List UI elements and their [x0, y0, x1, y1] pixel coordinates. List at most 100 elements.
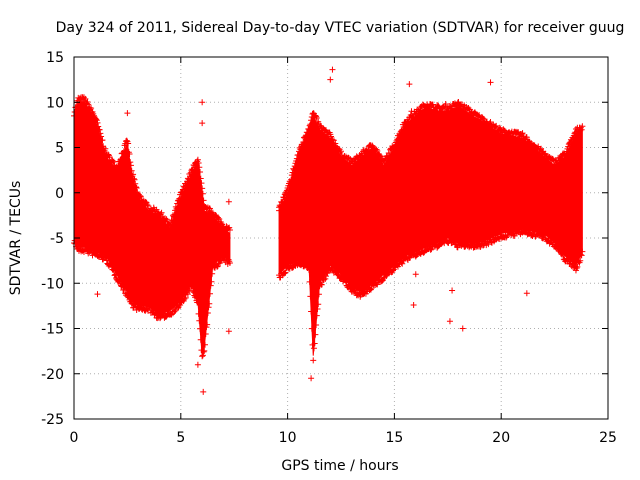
data-point	[214, 263, 221, 270]
data-point	[184, 291, 191, 298]
y-tick-label: -5	[50, 231, 64, 247]
data-point	[303, 132, 310, 139]
data-point	[112, 271, 119, 278]
data-point	[311, 340, 318, 347]
data-point	[328, 133, 335, 140]
data-point	[300, 139, 307, 146]
data-point	[289, 169, 296, 176]
data-point	[399, 260, 406, 267]
data-point	[560, 252, 567, 259]
data-point	[320, 276, 327, 283]
data-point	[281, 194, 288, 201]
segment-2	[276, 99, 586, 364]
outlier-points	[94, 66, 530, 395]
data-point	[419, 107, 426, 114]
data-point	[169, 217, 176, 224]
data-point	[202, 341, 209, 348]
data-point	[307, 121, 314, 128]
data-point	[169, 212, 176, 219]
data-point	[523, 134, 530, 141]
data-point	[199, 185, 206, 192]
data-point	[308, 117, 315, 124]
data-point	[101, 252, 108, 259]
data-point	[477, 243, 484, 250]
data-point	[577, 257, 584, 264]
data-point	[305, 266, 312, 273]
data-point	[148, 306, 155, 313]
data-point	[310, 345, 317, 352]
data-point	[503, 234, 510, 241]
data-point	[125, 140, 132, 147]
data-point	[332, 140, 339, 147]
data-point	[314, 306, 321, 313]
data-point	[216, 216, 223, 223]
data-point	[226, 259, 233, 266]
data-point	[577, 127, 584, 134]
outlier-point	[225, 198, 232, 205]
data-point	[306, 278, 313, 285]
x-tick-label: 5	[176, 430, 185, 446]
data-point	[526, 229, 533, 236]
data-point	[93, 117, 100, 124]
data-point	[569, 260, 576, 267]
data-point	[307, 293, 314, 300]
data-point	[179, 189, 186, 196]
data-point	[190, 289, 197, 296]
outlier-point	[449, 287, 456, 294]
data-point	[449, 106, 456, 113]
data-point	[123, 137, 130, 144]
data-point	[117, 156, 124, 163]
data-point	[308, 308, 315, 315]
data-point	[305, 125, 312, 132]
y-tick-label: -20	[41, 367, 64, 383]
data-point	[538, 230, 545, 237]
data-point	[519, 130, 526, 137]
data-point	[196, 317, 203, 324]
data-point	[541, 232, 548, 239]
data-point	[130, 171, 137, 178]
outlier-point	[434, 101, 441, 108]
data-point	[399, 257, 406, 264]
data-point	[199, 353, 206, 360]
data-point	[217, 218, 224, 225]
data-point	[197, 175, 204, 182]
data-point	[103, 253, 110, 260]
x-tick-label: 20	[492, 430, 510, 446]
data-point	[133, 185, 140, 192]
data-point	[313, 113, 320, 120]
data-point	[526, 138, 533, 145]
data-point	[206, 205, 213, 212]
data-point	[329, 136, 336, 143]
data-point	[111, 272, 118, 279]
data-point	[128, 167, 135, 174]
x-tick-label: 0	[70, 430, 79, 446]
data-point	[315, 291, 322, 298]
data-point	[565, 143, 572, 150]
data-point	[195, 159, 202, 166]
data-point	[291, 166, 298, 173]
data-series	[71, 66, 586, 395]
data-point	[183, 182, 190, 189]
data-point	[202, 331, 209, 338]
data-point	[226, 226, 233, 233]
outlier-point	[276, 204, 283, 211]
envelope-band	[73, 101, 231, 356]
data-point	[364, 148, 371, 155]
data-point	[281, 270, 288, 277]
data-point	[142, 199, 149, 206]
data-point	[579, 123, 586, 130]
data-point	[196, 164, 203, 171]
data-point	[376, 152, 383, 159]
data-point	[475, 113, 482, 120]
data-point	[194, 156, 201, 163]
data-point	[562, 152, 569, 159]
data-point	[345, 155, 352, 162]
plot-frame	[73, 56, 609, 420]
segment-1	[71, 94, 233, 360]
outlier-point	[459, 325, 466, 332]
data-point	[199, 352, 206, 359]
data-point	[415, 107, 422, 114]
data-point	[488, 239, 495, 246]
data-point	[198, 180, 205, 187]
data-point	[338, 151, 345, 158]
